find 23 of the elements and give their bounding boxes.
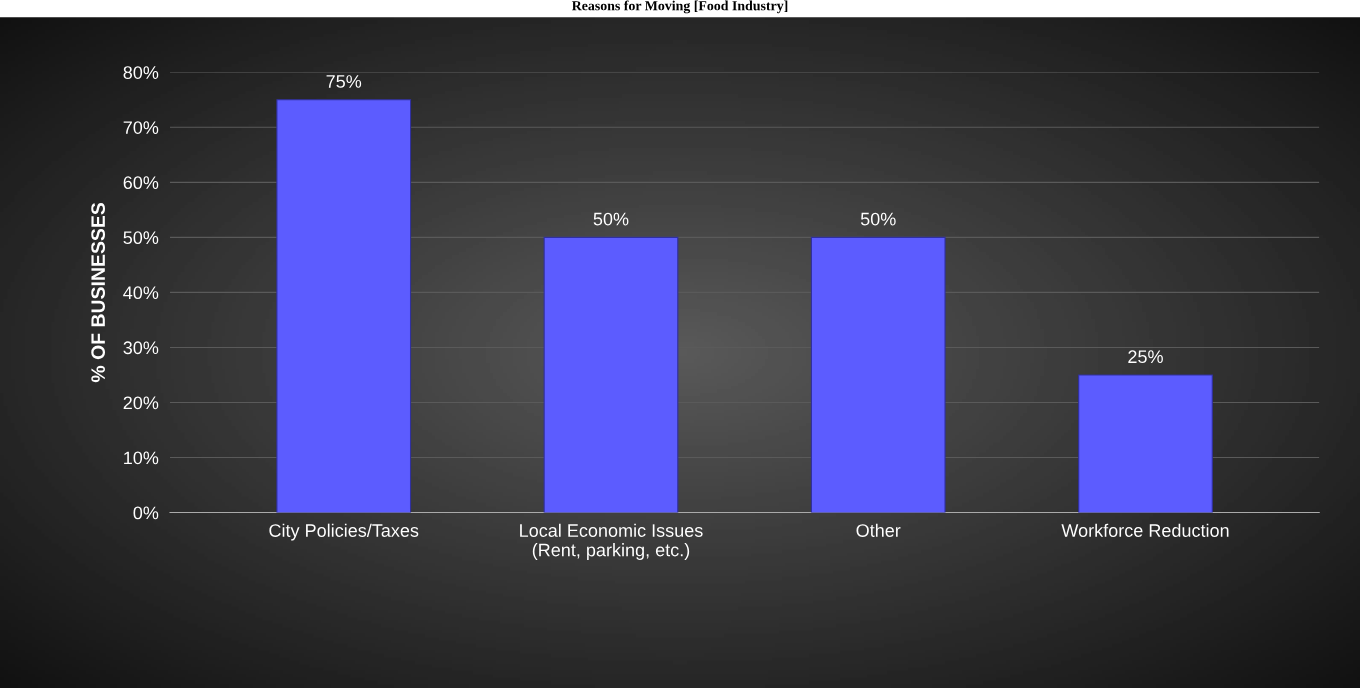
y-tick-label: 70% — [123, 121, 159, 134]
bar — [276, 99, 412, 513]
y-tick-label: 80% — [123, 66, 159, 79]
data-label: 50% — [860, 212, 896, 226]
bar — [810, 236, 946, 513]
bar — [543, 236, 679, 513]
x-tick-label: Workforce Reduction — [1061, 523, 1229, 537]
x-tick-label: Other — [856, 523, 901, 537]
x-tick-label: Local Economic Issues (Rent, parking, etc.) — [520, 523, 703, 560]
y-tick-label: 20% — [123, 396, 159, 410]
y-tick-label: 50% — [123, 231, 159, 245]
y-axis-title: % OF BUSINESSES — [91, 202, 106, 383]
y-tick-label: 10% — [124, 451, 159, 465]
data-label: 75% — [326, 75, 362, 88]
y-tick-label: 40% — [123, 286, 159, 300]
data-label: 25% — [1128, 350, 1163, 364]
x-tick-label: City Policies/Taxes — [269, 523, 419, 541]
y-tick-label: 60% — [123, 176, 159, 190]
chart-title: Reasons for Moving [Food Industry] — [571, 0, 788, 14]
y-tick-label: 0% — [133, 506, 159, 520]
data-label: 50% — [593, 212, 629, 226]
bar — [1078, 374, 1213, 513]
y-tick-label: 30% — [123, 341, 159, 355]
